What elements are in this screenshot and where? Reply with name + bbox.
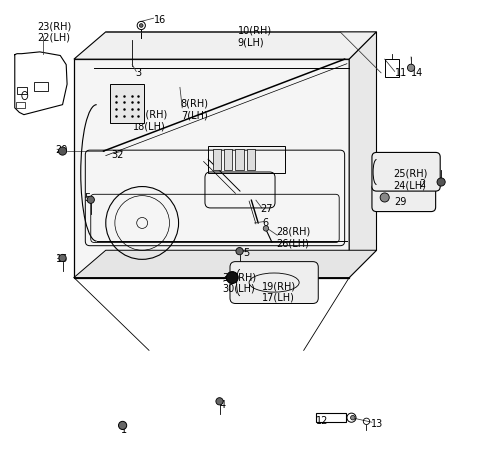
Circle shape bbox=[437, 178, 445, 186]
Bar bbox=[213, 149, 221, 170]
Text: 32: 32 bbox=[112, 150, 124, 160]
Text: 13: 13 bbox=[371, 419, 384, 429]
Circle shape bbox=[119, 421, 127, 430]
Text: 23(RH)
22(LH): 23(RH) 22(LH) bbox=[37, 21, 72, 43]
Text: 8(RH)
7(LH): 8(RH) 7(LH) bbox=[181, 98, 209, 120]
Polygon shape bbox=[349, 32, 376, 278]
Text: 11: 11 bbox=[395, 68, 407, 78]
Text: 20: 20 bbox=[56, 145, 68, 155]
Bar bbox=[236, 149, 244, 170]
Polygon shape bbox=[74, 250, 376, 278]
Bar bbox=[110, 84, 144, 123]
Circle shape bbox=[236, 248, 243, 255]
FancyBboxPatch shape bbox=[230, 262, 318, 303]
Text: 12: 12 bbox=[316, 416, 329, 426]
Text: 10(RH)
9(LH): 10(RH) 9(LH) bbox=[238, 25, 272, 47]
Circle shape bbox=[263, 226, 269, 231]
Text: 16: 16 bbox=[154, 15, 166, 25]
Text: 4: 4 bbox=[219, 400, 226, 410]
Bar bbox=[316, 413, 346, 422]
FancyBboxPatch shape bbox=[372, 183, 436, 212]
Circle shape bbox=[87, 196, 95, 203]
Text: 29: 29 bbox=[395, 197, 407, 207]
Text: 28(RH)
26(LH): 28(RH) 26(LH) bbox=[276, 227, 311, 248]
Text: 14: 14 bbox=[410, 68, 423, 78]
Polygon shape bbox=[74, 32, 376, 59]
Text: 31(RH)
30(LH): 31(RH) 30(LH) bbox=[223, 272, 257, 294]
Bar bbox=[35, 82, 48, 91]
Circle shape bbox=[408, 64, 415, 71]
Bar bbox=[247, 149, 255, 170]
Circle shape bbox=[59, 254, 66, 262]
Circle shape bbox=[216, 398, 223, 405]
Text: 3: 3 bbox=[135, 68, 142, 78]
Text: 2: 2 bbox=[420, 179, 426, 189]
Circle shape bbox=[350, 415, 355, 420]
Circle shape bbox=[140, 24, 143, 27]
Bar bbox=[17, 87, 27, 94]
Circle shape bbox=[227, 272, 238, 283]
Circle shape bbox=[380, 193, 389, 202]
Text: 21(RH)
18(LH): 21(RH) 18(LH) bbox=[133, 110, 168, 131]
Text: 27: 27 bbox=[261, 204, 273, 214]
Bar bbox=[208, 146, 286, 173]
Text: 5: 5 bbox=[84, 193, 91, 203]
Text: 5: 5 bbox=[244, 248, 250, 258]
Text: 25(RH)
24(LH): 25(RH) 24(LH) bbox=[393, 169, 427, 191]
Text: 15: 15 bbox=[56, 254, 68, 264]
Text: 6: 6 bbox=[263, 218, 269, 228]
Bar bbox=[224, 149, 232, 170]
Polygon shape bbox=[74, 59, 349, 278]
Circle shape bbox=[59, 147, 67, 155]
Text: 1: 1 bbox=[121, 425, 127, 435]
Text: 19(RH)
17(LH): 19(RH) 17(LH) bbox=[262, 281, 296, 303]
FancyBboxPatch shape bbox=[372, 152, 440, 191]
Bar bbox=[384, 59, 399, 77]
Bar bbox=[16, 102, 25, 108]
